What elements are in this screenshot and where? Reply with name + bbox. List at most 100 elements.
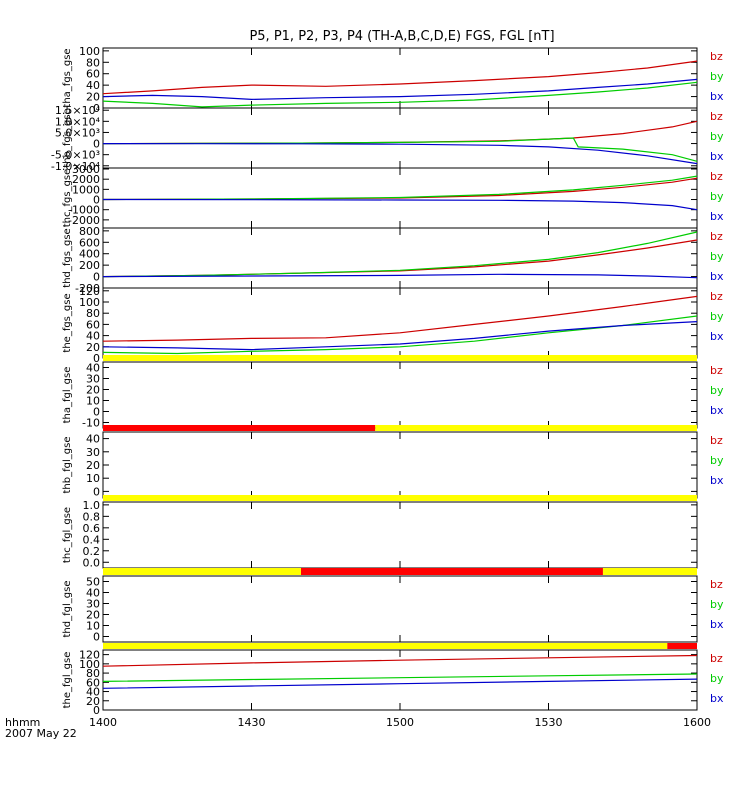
panel-ylabel: tha_fgl_gse bbox=[62, 367, 73, 424]
y-tick-label: 30 bbox=[86, 446, 100, 459]
panel-frame bbox=[102, 501, 698, 569]
y-tick-label: 600 bbox=[79, 236, 100, 249]
legend-bx: bx bbox=[710, 692, 724, 705]
legend-by: by bbox=[710, 190, 724, 203]
y-tick-label: 60 bbox=[86, 68, 100, 81]
series-line-by bbox=[102, 673, 698, 682]
y-tick-label: 60 bbox=[86, 318, 100, 331]
series-line-bz bbox=[102, 177, 698, 201]
y-tick-label: 40 bbox=[86, 79, 100, 92]
y-tick-label: 10 bbox=[86, 472, 100, 485]
y-tick-label: 0 bbox=[93, 138, 100, 151]
series-line-bx bbox=[102, 143, 698, 165]
y-tick-label: 80 bbox=[86, 56, 100, 69]
y-tick-label: 40 bbox=[86, 587, 100, 600]
y-tick-label: 40 bbox=[86, 362, 100, 375]
panel-frame bbox=[102, 575, 698, 643]
panel-ylabel: thc_fgs_gse bbox=[62, 169, 73, 228]
legend-bx: bx bbox=[710, 150, 724, 163]
y-tick-label: 0.8 bbox=[83, 510, 101, 523]
y-tick-label: 20 bbox=[86, 384, 100, 397]
y-tick-label: 1000 bbox=[72, 183, 100, 196]
legend-bz: bz bbox=[710, 110, 723, 123]
status-bar-segment bbox=[103, 425, 376, 431]
y-tick-label: -5.0×10³ bbox=[51, 149, 100, 162]
panel-frame bbox=[102, 107, 698, 169]
status-bar-segment bbox=[103, 495, 697, 501]
legend-bx: bx bbox=[710, 404, 724, 417]
y-tick-label: 1.0×10⁴ bbox=[55, 115, 101, 128]
y-tick-label: 10 bbox=[86, 395, 100, 408]
y-tick-label: 0.2 bbox=[83, 545, 101, 558]
panel-frame bbox=[102, 431, 698, 499]
legend-by: by bbox=[710, 384, 724, 397]
status-bar-segment bbox=[103, 568, 301, 575]
y-tick-label: 1.5×10⁴ bbox=[55, 104, 101, 117]
panel-frame bbox=[102, 47, 698, 109]
y-tick-label: 40 bbox=[86, 686, 100, 699]
legend-bx: bx bbox=[710, 90, 724, 103]
status-bar-segment bbox=[602, 568, 697, 575]
legend-by: by bbox=[710, 310, 724, 323]
legend-by: by bbox=[710, 130, 724, 143]
time-axis-label: hhmm bbox=[5, 716, 40, 729]
y-tick-label: 30 bbox=[86, 373, 100, 386]
series-line-by bbox=[102, 137, 698, 162]
y-tick-label: 0 bbox=[93, 406, 100, 419]
series-line-bx bbox=[102, 273, 698, 279]
series-line-bz bbox=[102, 60, 698, 95]
status-bar-segment bbox=[375, 425, 697, 431]
panel-ylabel: thd_fgl_gse bbox=[62, 581, 73, 638]
y-tick-label: 120 bbox=[79, 285, 100, 298]
legend-bz: bz bbox=[710, 290, 723, 303]
y-tick-label: 0 bbox=[93, 485, 100, 498]
y-tick-label: 50 bbox=[86, 576, 100, 589]
y-tick-label: 40 bbox=[86, 433, 100, 446]
y-tick-label: 120 bbox=[79, 649, 100, 662]
y-tick-label: 20 bbox=[86, 695, 100, 708]
series-line-bx bbox=[102, 678, 698, 689]
x-tick-label: 1600 bbox=[683, 716, 711, 729]
panel-ylabel: thb_fgl_gse bbox=[62, 437, 73, 494]
series-line-bz bbox=[102, 295, 698, 342]
panel-ylabel: tha_fgs_gse bbox=[62, 48, 73, 107]
series-line-bx bbox=[102, 198, 698, 211]
y-tick-label: 20 bbox=[86, 341, 100, 354]
y-tick-label: 2000 bbox=[72, 173, 100, 186]
y-tick-label: 60 bbox=[86, 676, 100, 689]
y-tick-label: 3000 bbox=[72, 163, 100, 176]
panel-frame bbox=[102, 227, 698, 289]
time-axis-date: 2007 May 22 bbox=[5, 727, 77, 740]
y-tick-label: 0 bbox=[93, 631, 100, 644]
series-line-bx bbox=[102, 78, 698, 101]
y-tick-label: -10 bbox=[82, 417, 100, 430]
y-tick-label: 800 bbox=[79, 225, 100, 238]
legend-bz: bz bbox=[710, 50, 723, 63]
series-line-bz bbox=[102, 239, 698, 278]
series-line-bz bbox=[102, 120, 698, 145]
x-tick-label: 1430 bbox=[238, 716, 266, 729]
y-tick-label: 100 bbox=[79, 45, 100, 58]
y-tick-label: -1000 bbox=[68, 204, 100, 217]
y-tick-label: 400 bbox=[79, 248, 100, 261]
y-tick-label: 0 bbox=[93, 194, 100, 207]
legend-bx: bx bbox=[710, 270, 724, 283]
x-tick-label: 1400 bbox=[89, 716, 117, 729]
legend-bx: bx bbox=[710, 474, 724, 487]
legend-bz: bz bbox=[710, 578, 723, 591]
y-tick-label: 40 bbox=[86, 330, 100, 343]
series-line-by bbox=[102, 81, 698, 108]
legend-bz: bz bbox=[710, 364, 723, 377]
y-tick-label: 10 bbox=[86, 620, 100, 633]
panel-ylabel: the_fgl_gse bbox=[62, 652, 73, 709]
legend-bz: bz bbox=[710, 652, 723, 665]
panel-ylabel: the_fgs_gse bbox=[62, 293, 73, 352]
x-tick-label: 1500 bbox=[386, 716, 414, 729]
legend-by: by bbox=[710, 250, 724, 263]
y-tick-label: 80 bbox=[86, 667, 100, 680]
y-tick-label: 100 bbox=[79, 658, 100, 671]
x-tick-label: 1530 bbox=[535, 716, 563, 729]
legend-bz: bz bbox=[710, 434, 723, 447]
y-tick-label: -1.0×10⁴ bbox=[51, 160, 101, 173]
